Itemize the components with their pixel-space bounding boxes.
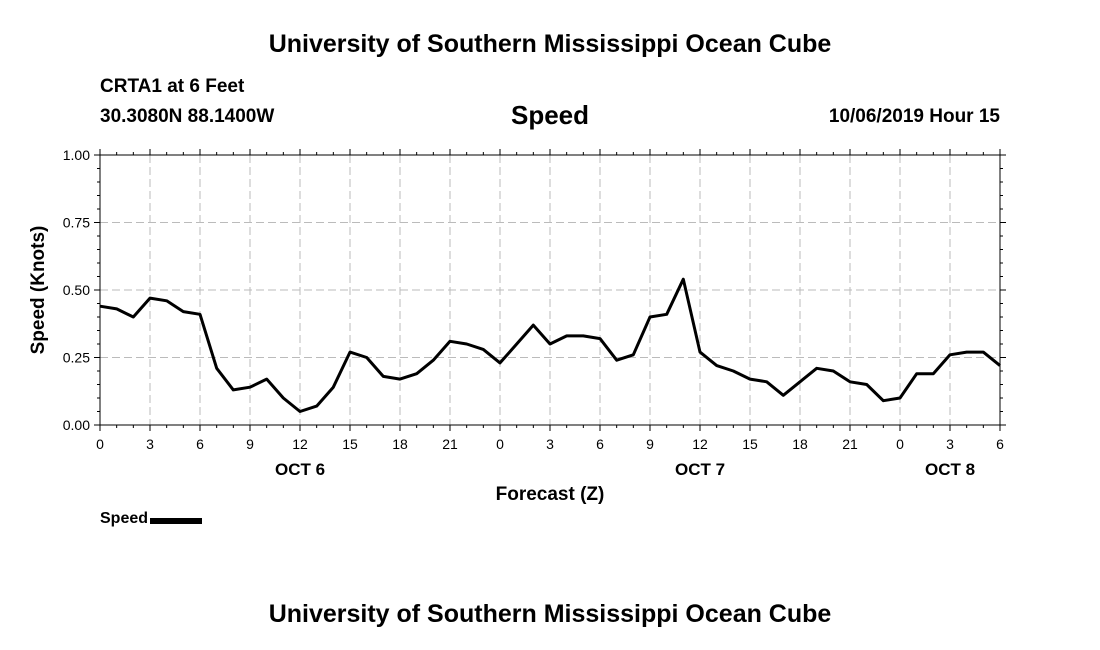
x-tick-label: 18 [792,436,808,452]
page-title: University of Southern Mississippi Ocean… [268,30,832,58]
legend-label: Speed [100,510,149,527]
forecast-timestamp: 10/06/2019 Hour 15 [828,106,1000,127]
date-label: OCT 7 [675,460,725,479]
date-label: OCT 6 [275,460,325,479]
y-tick-label: 0.00 [63,417,90,433]
x-tick-label: 9 [646,436,654,452]
speed-series-line [99,277,1001,413]
x-tick-label: 15 [742,436,758,452]
x-tick-label: 6 [196,436,204,452]
x-tick-label: 3 [546,436,554,452]
x-tick-label: 12 [692,436,708,452]
y-tick-label: 0.75 [63,215,90,231]
station-label: CRTA1 at 6 Feet [100,76,245,97]
x-tick-label: 3 [146,436,154,452]
x-tick-label: 6 [996,436,1004,452]
x-tick-label: 0 [96,436,104,452]
speed-chart: 0.00 0.25 0.50 0.75 1.00 0 3 6 9 12 15 18 21 0 3 6 9 12 15… [28,147,1006,505]
x-tick-label: 9 [246,436,254,452]
x-tick-label: 6 [596,436,604,452]
x-axis-title: Forecast (Z) [496,484,605,505]
x-tick-label: 18 [392,436,408,452]
axis-ticks [94,149,1006,431]
x-tick-label: 0 [496,436,504,452]
y-axis-title: Speed (Knots) [28,226,49,355]
grid-lines [100,155,1000,425]
legend-line-swatch [150,518,203,524]
x-tick-label: 15 [342,436,358,452]
station-coordinates: 30.3080N 88.1400W [100,106,275,127]
legend: Speed [100,510,203,528]
x-tick-label: 21 [442,436,458,452]
x-tick-label: 21 [842,436,858,452]
y-tick-label: 0.50 [63,282,90,298]
chart-title: Speed [510,100,590,130]
footer-title: University of Southern Mississippi Ocean… [268,600,832,628]
axis-labels: 0.00 0.25 0.50 0.75 1.00 0 3 6 9 12 15 18 21 0 3 6 9 12 15… [63,147,1004,479]
y-tick-label: 1.00 [63,147,90,163]
x-tick-label: 0 [896,436,904,452]
x-tick-label: 3 [946,436,954,452]
date-label: OCT 8 [925,460,975,479]
y-tick-label: 0.25 [63,350,90,366]
x-tick-label: 12 [292,436,308,452]
